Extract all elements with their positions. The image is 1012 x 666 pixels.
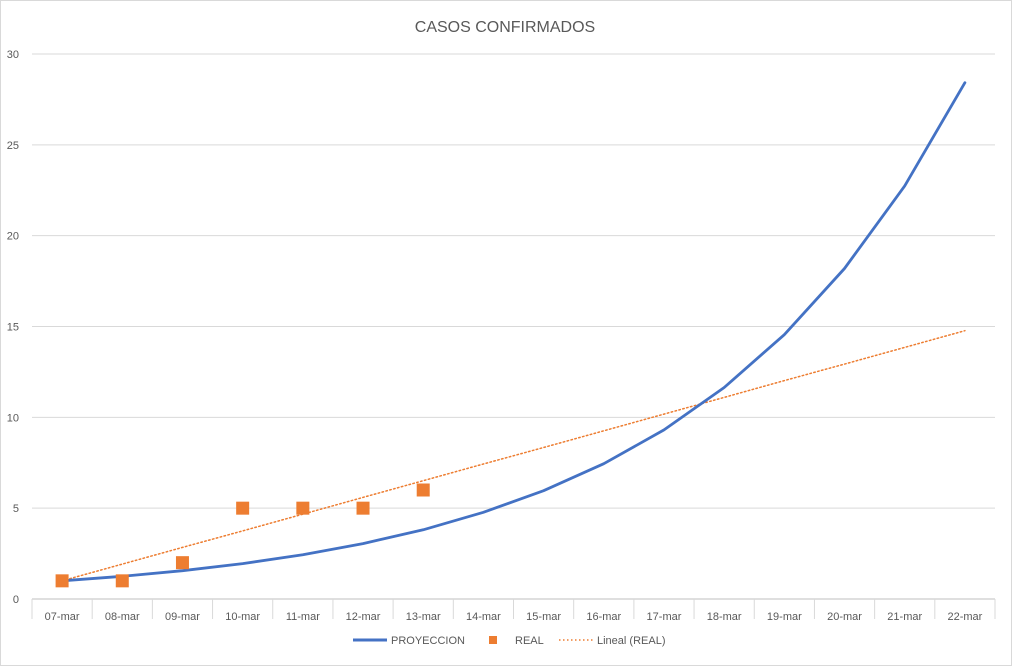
legend-lineal-real-label: Lineal (REAL): [597, 635, 665, 647]
series-real-point: [55, 574, 69, 588]
y-tick-label: 15: [7, 322, 19, 334]
chart-title: CASOS CONFIRMADOS: [415, 19, 595, 36]
series-real-point: [175, 556, 189, 570]
series-lineal-real-trendline: [61, 329, 966, 582]
y-tick-label: 5: [13, 503, 19, 515]
x-tick-label: 22-mar: [947, 611, 982, 623]
series-real-point: [356, 501, 370, 515]
y-tick-label: 20: [7, 231, 19, 243]
x-tick-label: 13-mar: [406, 611, 441, 623]
x-tick-label: 07-mar: [45, 611, 80, 623]
legend: PROYECCION REAL Lineal (REAL): [353, 635, 665, 647]
x-tick-label: 10-mar: [225, 611, 260, 623]
x-tick-label: 15-mar: [526, 611, 561, 623]
x-tick-label: 21-mar: [887, 611, 922, 623]
series-proyeccion-line: [60, 81, 967, 583]
legend-real-label: REAL: [515, 635, 544, 647]
x-tick-label: 09-mar: [165, 611, 200, 623]
x-tick-label: 17-mar: [647, 611, 682, 623]
x-tick-label: 16-mar: [586, 611, 621, 623]
series-real-point: [296, 501, 310, 515]
y-tick-label: 30: [7, 49, 19, 61]
legend-real-swatch: [489, 636, 497, 644]
series-real-point: [416, 483, 430, 497]
y-tick-label: 25: [7, 140, 19, 152]
x-axis: 07-mar 08-mar 09-mar 10-mar 11-mar 12-mar 13-m…: [31, 599, 996, 623]
y-tick-label: 0: [13, 594, 19, 606]
x-tick-label: 11-mar: [286, 611, 320, 623]
x-tick-label: 18-mar: [707, 611, 742, 623]
legend-proyeccion-label: PROYECCION: [391, 635, 465, 647]
y-axis: 0 5 10 15 20 25 30: [7, 49, 19, 606]
series-real-point: [115, 574, 129, 588]
gridlines: [32, 53, 995, 600]
plot-area: [55, 81, 967, 588]
x-tick-label: 14-mar: [466, 611, 501, 623]
series-real-point: [236, 501, 250, 515]
y-tick-label: 10: [7, 412, 19, 424]
x-tick-label: 12-mar: [346, 611, 381, 623]
x-tick-label: 20-mar: [827, 611, 862, 623]
x-tick-label: 19-mar: [767, 611, 802, 623]
x-tick-label: 08-mar: [105, 611, 140, 623]
